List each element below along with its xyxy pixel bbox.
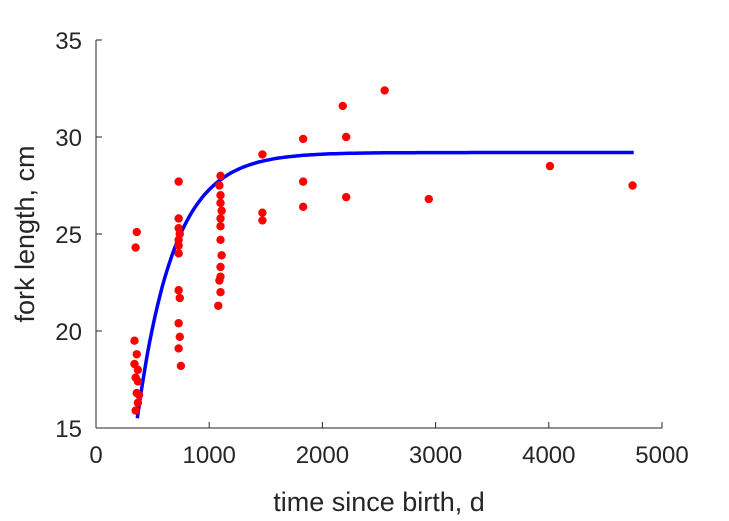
x-tick-label: 0 [89,442,102,469]
data-point [216,222,225,231]
data-point [217,251,226,260]
data-point [174,214,183,223]
data-point [131,243,140,252]
data-point [174,286,183,295]
x-axis-label: time since birth, d [273,487,485,517]
y-tick-label: 25 [55,222,82,249]
data-point [298,134,308,144]
data-point [174,249,183,258]
data-point [380,86,389,95]
x-ticks: 0 1000 2000 3000 4000 5000 [89,422,689,469]
data-point [133,377,143,386]
data-point [258,150,267,159]
data-point [175,332,184,342]
data-point [176,361,186,371]
data-point [175,293,184,303]
data-point [216,198,225,208]
x-tick-label: 4000 [522,442,575,469]
x-tick-label: 2000 [296,442,349,469]
data-point [298,177,308,186]
y-tick-label: 30 [55,125,82,152]
y-tick-label: 15 [55,416,82,443]
fit-curve-line [135,150,634,419]
data-point [174,235,183,245]
x-tick-label: 1000 [183,442,236,469]
data-point [341,132,351,142]
y-tick-label: 20 [55,319,82,346]
data-point [132,227,141,237]
data-point [545,161,555,171]
y-tick-label: 35 [55,28,82,55]
data-point [424,194,434,204]
data-point [216,262,225,272]
data-point [174,241,183,250]
data-point [133,398,143,407]
data-point [215,181,224,190]
y-ticks: 15 20 25 30 35 [55,28,102,443]
data-point [174,177,183,186]
data-point [216,171,225,180]
data-point [258,208,267,217]
data-point [298,202,308,212]
data-point [216,288,225,297]
data-point [341,192,351,202]
data-point [338,101,347,111]
data-point [131,406,140,415]
data-point [174,319,183,328]
data-point [133,365,143,374]
data-point [134,390,144,400]
data-point [174,344,183,353]
data-point [215,276,224,285]
data-point [214,301,223,310]
data-point [132,350,141,359]
y-axis-label: fork length, cm [10,145,40,322]
data-points [130,86,637,415]
data-point [217,206,226,215]
x-tick-label: 5000 [635,442,688,469]
data-point [628,181,637,190]
data-point [216,235,225,245]
x-tick-label: 3000 [409,442,462,469]
data-point [216,191,225,200]
data-point [216,214,225,223]
data-point [258,216,267,225]
data-point [130,336,139,345]
